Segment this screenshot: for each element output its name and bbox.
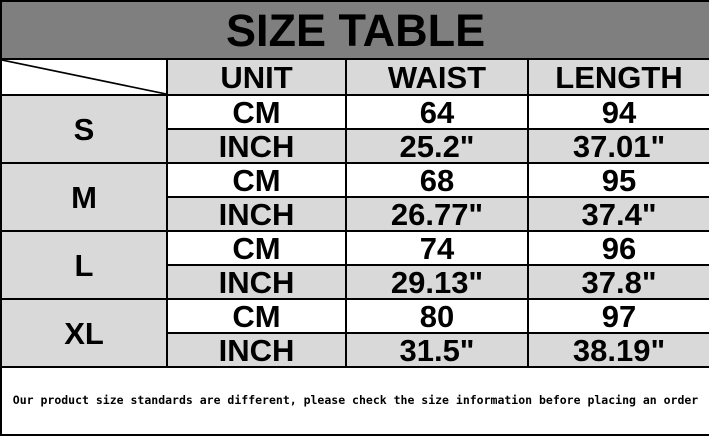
footer-note: Our product size standards are different…	[0, 366, 709, 436]
length-inch-value: 37.8"	[526, 264, 709, 300]
row-s-cm: S CM 64 94	[0, 94, 709, 164]
unit-inch-label: INCH	[166, 196, 347, 232]
row-m-cm: M CM 68 95	[0, 162, 709, 232]
unit-inch-label: INCH	[166, 128, 347, 164]
length-cm-value: 96	[526, 230, 709, 266]
title-row: SIZE TABLE	[0, 0, 709, 60]
row-xl-cm: XL CM 80 97	[0, 298, 709, 368]
length-inch-value: 38.19"	[526, 332, 709, 368]
row-l-inch: INCH 29.13" 37.8"	[1, 264, 709, 300]
size-label-m: M	[0, 162, 168, 232]
unit-cm-label: CM	[166, 298, 347, 334]
size-label-s: S	[0, 94, 168, 164]
corner-diagonal-cell	[0, 58, 168, 96]
column-header-unit: UNIT	[166, 58, 347, 96]
page-title: SIZE TABLE	[0, 0, 709, 60]
unit-cm-label: CM	[166, 162, 347, 198]
row-s-inch: INCH 25.2" 37.01"	[1, 128, 709, 164]
length-cm-value: 94	[526, 94, 709, 130]
waist-inch-value: 29.13"	[345, 264, 529, 300]
length-inch-value: 37.01"	[526, 128, 709, 164]
length-cm-value: 97	[526, 298, 709, 334]
footer-row: Our product size standards are different…	[0, 366, 709, 436]
size-label-xl: XL	[0, 298, 168, 368]
waist-cm-value: 68	[345, 162, 529, 198]
unit-inch-label: INCH	[166, 264, 347, 300]
diagonal-line-icon	[2, 60, 166, 94]
length-inch-value: 37.4"	[526, 196, 709, 232]
column-header-length: LENGTH	[526, 58, 709, 96]
waist-cm-value: 64	[345, 94, 529, 130]
waist-inch-value: 26.77"	[345, 196, 529, 232]
row-xl-inch: INCH 31.5" 38.19"	[1, 332, 709, 368]
size-label-l: L	[0, 230, 168, 300]
row-m-inch: INCH 26.77" 37.4"	[1, 196, 709, 232]
row-l-cm: L CM 74 96	[0, 230, 709, 300]
unit-cm-label: CM	[166, 230, 347, 266]
column-header-waist: WAIST	[345, 58, 529, 96]
unit-inch-label: INCH	[166, 332, 347, 368]
length-cm-value: 95	[526, 162, 709, 198]
header-row: UNIT WAIST LENGTH	[0, 58, 709, 96]
waist-inch-value: 31.5"	[345, 332, 529, 368]
waist-cm-value: 74	[345, 230, 529, 266]
waist-inch-value: 25.2"	[345, 128, 529, 164]
unit-cm-label: CM	[166, 94, 347, 130]
waist-cm-value: 80	[345, 298, 529, 334]
